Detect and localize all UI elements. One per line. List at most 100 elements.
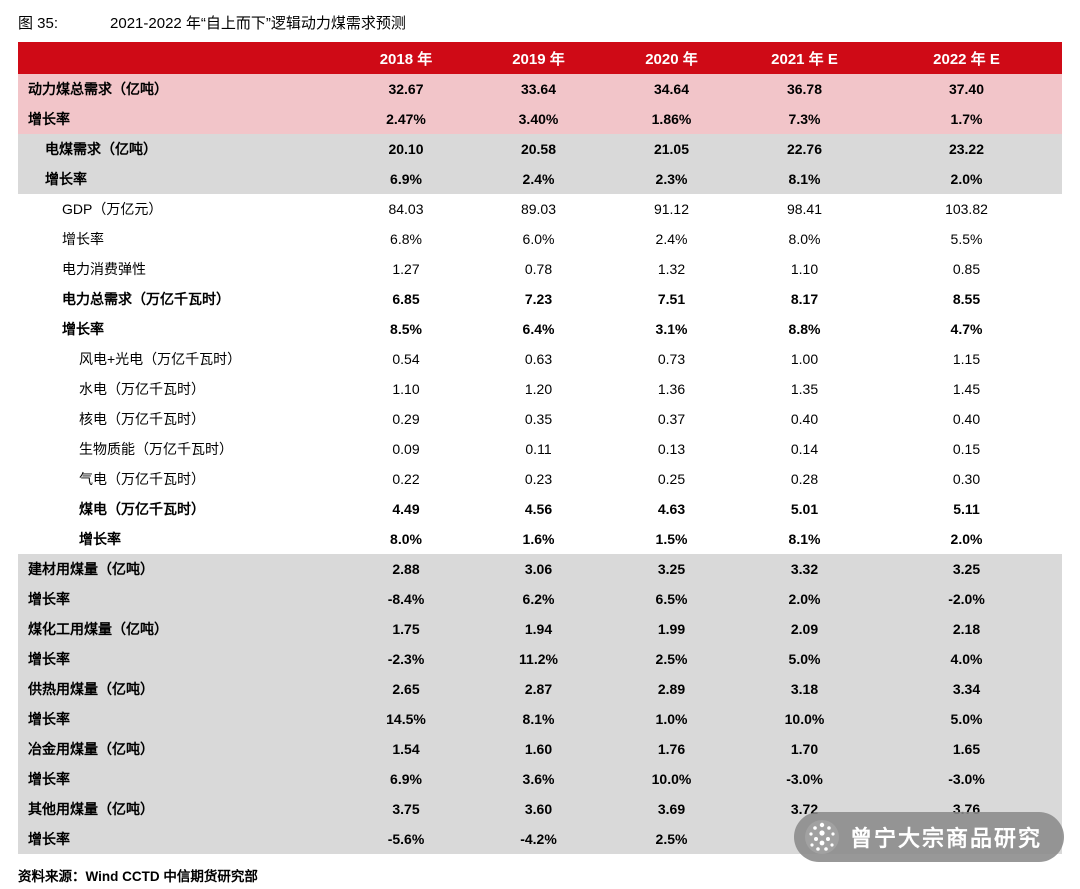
value-cell: 0.85 — [871, 254, 1062, 284]
table-row: 增长率 -2.3% 11.2% 2.5% 5.0% 4.0% — [18, 644, 1062, 674]
table-row: 生物质能（万亿千瓦时） 0.09 0.11 0.13 0.14 0.15 — [18, 434, 1062, 464]
table-row: 气电（万亿千瓦时） 0.22 0.23 0.25 0.28 0.30 — [18, 464, 1062, 494]
value-cell: 0.25 — [605, 464, 738, 494]
header-cell-2022e: 2022 年 E — [871, 42, 1062, 74]
value-cell: 0.22 — [340, 464, 472, 494]
table-row: 增长率 2.47% 3.40% 1.86% 7.3% 1.7% — [18, 104, 1062, 134]
table-row: 冶金用煤量（亿吨） 1.54 1.60 1.76 1.70 1.65 — [18, 734, 1062, 764]
value-cell: 3.34 — [871, 674, 1062, 704]
value-cell: 3.75 — [340, 794, 472, 824]
value-cell: 3.60 — [472, 794, 605, 824]
value-cell: 32.67 — [340, 74, 472, 104]
table-row: 煤化工用煤量（亿吨） 1.75 1.94 1.99 2.09 2.18 — [18, 614, 1062, 644]
value-cell: 2.65 — [340, 674, 472, 704]
row-label: 气电（万亿千瓦时） — [18, 464, 340, 494]
value-cell: 8.5% — [340, 314, 472, 344]
value-cell: 2.3% — [605, 164, 738, 194]
value-cell: 2.09 — [738, 614, 871, 644]
value-cell: 2.0% — [871, 524, 1062, 554]
table-row: 风电+光电（万亿千瓦时） 0.54 0.63 0.73 1.00 1.15 — [18, 344, 1062, 374]
table-row: 核电（万亿千瓦时） 0.29 0.35 0.37 0.40 0.40 — [18, 404, 1062, 434]
value-cell: 2.4% — [472, 164, 605, 194]
value-cell: 8.1% — [738, 524, 871, 554]
header-cell-2018: 2018 年 — [340, 42, 472, 74]
value-cell: 1.60 — [472, 734, 605, 764]
figure-label: 图 35: — [18, 15, 59, 32]
value-cell: 3.69 — [605, 794, 738, 824]
value-cell: 8.55 — [871, 284, 1062, 314]
value-cell: -5.6% — [340, 824, 472, 854]
table-row: 电力消费弹性 1.27 0.78 1.32 1.10 0.85 — [18, 254, 1062, 284]
value-cell: 6.8% — [340, 224, 472, 254]
value-cell: -2.0% — [871, 584, 1062, 614]
value-cell: 1.20 — [472, 374, 605, 404]
value-cell: 2.89 — [605, 674, 738, 704]
value-cell: 91.12 — [605, 194, 738, 224]
table-header-row: 2018 年 2019 年 2020 年 2021 年 E 2022 年 E — [18, 42, 1062, 74]
value-cell: -3.0% — [871, 764, 1062, 794]
table-row: 增长率 -8.4% 6.2% 6.5% 2.0% -2.0% — [18, 584, 1062, 614]
value-cell: 22.76 — [738, 134, 871, 164]
table-row: 增长率 14.5% 8.1% 1.0% 10.0% 5.0% — [18, 704, 1062, 734]
value-cell: 1.5% — [605, 524, 738, 554]
value-cell: 0.78 — [472, 254, 605, 284]
row-label: 风电+光电（万亿千瓦时） — [18, 344, 340, 374]
value-cell: 7.3% — [738, 104, 871, 134]
value-cell: 1.35 — [738, 374, 871, 404]
table-row: 增长率 6.8% 6.0% 2.4% 8.0% 5.5% — [18, 224, 1062, 254]
table-row: 增长率 8.0% 1.6% 1.5% 8.1% 2.0% — [18, 524, 1062, 554]
row-label: 增长率 — [18, 584, 340, 614]
row-label: 动力煤总需求（亿吨） — [18, 74, 340, 104]
value-cell: 4.0% — [871, 644, 1062, 674]
value-cell: 0.09 — [340, 434, 472, 464]
value-cell: 6.9% — [340, 764, 472, 794]
table-row: 煤电（万亿千瓦时） 4.49 4.56 4.63 5.01 5.11 — [18, 494, 1062, 524]
value-cell: -2.3% — [340, 644, 472, 674]
value-cell: 6.4% — [472, 314, 605, 344]
value-cell: 3.40% — [472, 104, 605, 134]
value-cell: -8.4% — [340, 584, 472, 614]
value-cell: 2.5% — [605, 824, 738, 854]
value-cell: 1.54 — [340, 734, 472, 764]
watermark-text: 曾宁大宗商品研究 — [849, 826, 1042, 851]
value-cell: 3.25 — [605, 554, 738, 584]
value-cell: 11.2% — [472, 644, 605, 674]
value-cell: 2.88 — [340, 554, 472, 584]
value-cell: -3.0% — [738, 764, 871, 794]
row-label: 生物质能（万亿千瓦时） — [18, 434, 340, 464]
value-cell: 0.40 — [871, 404, 1062, 434]
row-label: 煤化工用煤量（亿吨） — [18, 614, 340, 644]
value-cell: 0.14 — [738, 434, 871, 464]
row-label: 其他用煤量（亿吨） — [18, 794, 340, 824]
row-label: 增长率 — [18, 824, 340, 854]
row-label: GDP（万亿元） — [18, 194, 340, 224]
value-cell: 1.76 — [605, 734, 738, 764]
value-cell: 0.11 — [472, 434, 605, 464]
value-cell: 23.22 — [871, 134, 1062, 164]
value-cell: 33.64 — [472, 74, 605, 104]
header-cell-blank — [18, 42, 340, 74]
table-row: 供热用煤量（亿吨） 2.65 2.87 2.89 3.18 3.34 — [18, 674, 1062, 704]
table-row: GDP（万亿元） 84.03 89.03 91.12 98.41 103.82 — [18, 194, 1062, 224]
value-cell: 1.0% — [605, 704, 738, 734]
row-label: 核电（万亿千瓦时） — [18, 404, 340, 434]
value-cell: 8.1% — [472, 704, 605, 734]
table-row: 动力煤总需求（亿吨） 32.67 33.64 34.64 36.78 37.40 — [18, 74, 1062, 104]
row-label: 增长率 — [18, 224, 340, 254]
value-cell: 21.05 — [605, 134, 738, 164]
value-cell: 8.8% — [738, 314, 871, 344]
value-cell: 1.27 — [340, 254, 472, 284]
figure-title-row: 图 35: 2021-2022 年“自上而下”逻辑动力煤需求预测 — [18, 8, 1062, 42]
value-cell: 4.56 — [472, 494, 605, 524]
row-label: 供热用煤量（亿吨） — [18, 674, 340, 704]
table-row: 增长率 6.9% 2.4% 2.3% 8.1% 2.0% — [18, 164, 1062, 194]
value-cell: 2.0% — [738, 584, 871, 614]
value-cell: 2.4% — [605, 224, 738, 254]
value-cell: 37.40 — [871, 74, 1062, 104]
value-cell: 0.37 — [605, 404, 738, 434]
value-cell: 0.35 — [472, 404, 605, 434]
value-cell: 2.87 — [472, 674, 605, 704]
value-cell: 0.63 — [472, 344, 605, 374]
